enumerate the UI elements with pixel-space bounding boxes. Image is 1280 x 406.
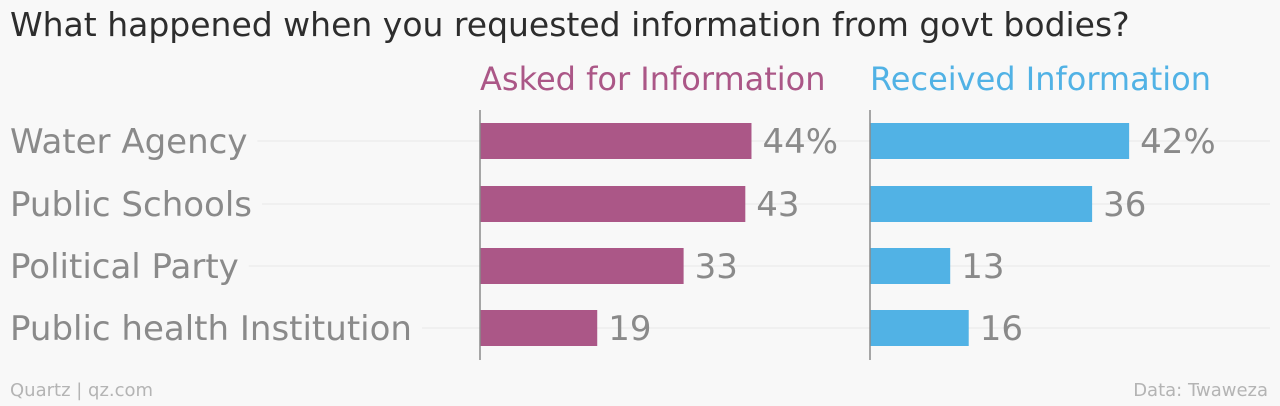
value-label-asked-for-information-political-party: 33 — [695, 247, 738, 287]
value-labels: 44% 43 33 19 42% 36 13 16 — [608, 122, 1215, 349]
row-guides — [248, 140, 1270, 329]
value-label-asked-for-information-public-schools: 43 — [756, 185, 799, 225]
bar-received-information-water-agency — [870, 123, 1130, 159]
category-label-public-health-institution: Public health Institution — [10, 309, 412, 349]
value-label-asked-for-information-public-health-institution: 19 — [608, 309, 651, 349]
category-label-water-agency: Water Agency — [10, 122, 247, 162]
bar-asked-for-information-public-schools — [480, 186, 746, 222]
value-label-asked-for-information-water-agency: 44% — [762, 122, 838, 162]
panel-titles: Asked for Information Received Informatio… — [480, 60, 1211, 98]
category-label-public-schools: Public Schools — [10, 185, 252, 225]
bar-received-information-political-party — [870, 248, 951, 284]
bar-asked-for-information-political-party — [480, 248, 684, 284]
bar-received-information-public-health-institution — [870, 310, 969, 346]
category-label-political-party: Political Party — [10, 247, 239, 287]
value-label-received-information-political-party: 13 — [961, 247, 1004, 287]
value-label-received-information-water-agency: 42% — [1140, 122, 1216, 162]
footer-source-left: Quartz | qz.com — [10, 380, 153, 401]
category-labels: Water Agency Public Schools Political Part… — [10, 122, 412, 349]
panel-axes — [479, 110, 871, 360]
bar-asked-for-information-water-agency — [480, 123, 752, 159]
panel-title-received-information: Received Information — [870, 60, 1211, 98]
bar-received-information-public-schools — [870, 186, 1093, 222]
footer-source-right: Data: Twaweza — [1133, 380, 1268, 401]
chart-title: What happened when you requested informa… — [10, 5, 1130, 44]
bar-asked-for-information-public-health-institution — [480, 310, 598, 346]
bars — [480, 123, 1130, 346]
value-label-received-information-public-health-institution: 16 — [980, 309, 1023, 349]
value-label-received-information-public-schools: 36 — [1103, 185, 1146, 225]
panel-title-asked-for-information: Asked for Information — [480, 60, 826, 98]
